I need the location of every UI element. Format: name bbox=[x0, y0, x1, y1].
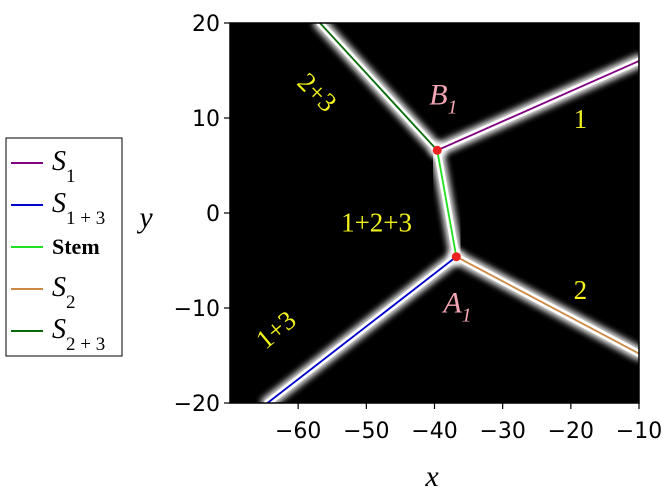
x-tick-label-1: −60 bbox=[275, 419, 321, 444]
legend-label-1: S1 bbox=[52, 146, 76, 187]
region-label-3: 1+2+3 bbox=[341, 208, 412, 238]
x-tick-label-2: −50 bbox=[343, 419, 389, 444]
point-a-marker bbox=[451, 252, 461, 262]
y-tick-label-3: 0 bbox=[206, 202, 220, 227]
y-tick-label-5: −20 bbox=[174, 392, 220, 417]
series-line-2 bbox=[266, 255, 457, 403]
y-axis-title: y bbox=[136, 201, 153, 234]
x-tick-label-6: −10 bbox=[616, 419, 662, 444]
point-b-marker bbox=[432, 145, 442, 155]
series-line-1 bbox=[436, 60, 639, 152]
x-tick-label-5: −20 bbox=[548, 419, 594, 444]
y-tick-label-4: −10 bbox=[174, 297, 220, 322]
region-label-4: 2 bbox=[574, 275, 588, 305]
region-label-2: 1 bbox=[574, 104, 588, 134]
x-axis-title: x bbox=[424, 460, 439, 493]
point-label-b: B1 bbox=[429, 78, 457, 118]
legend-label-5: S2 + 3 bbox=[52, 314, 105, 355]
legend-label-2: S1 + 3 bbox=[52, 188, 105, 229]
y-tick-label-1: 20 bbox=[192, 12, 220, 37]
series-line-5 bbox=[319, 23, 438, 151]
legend-label-4: S2 bbox=[52, 272, 76, 313]
point-label-a: A1 bbox=[441, 287, 471, 327]
legend-label-3: Stem bbox=[52, 234, 100, 259]
series-line-4 bbox=[455, 255, 639, 355]
x-tick-label-4: −30 bbox=[479, 419, 525, 444]
x-tick-label-3: −40 bbox=[411, 419, 457, 444]
series-line-3 bbox=[436, 150, 458, 257]
y-tick-label-2: 10 bbox=[192, 107, 220, 132]
